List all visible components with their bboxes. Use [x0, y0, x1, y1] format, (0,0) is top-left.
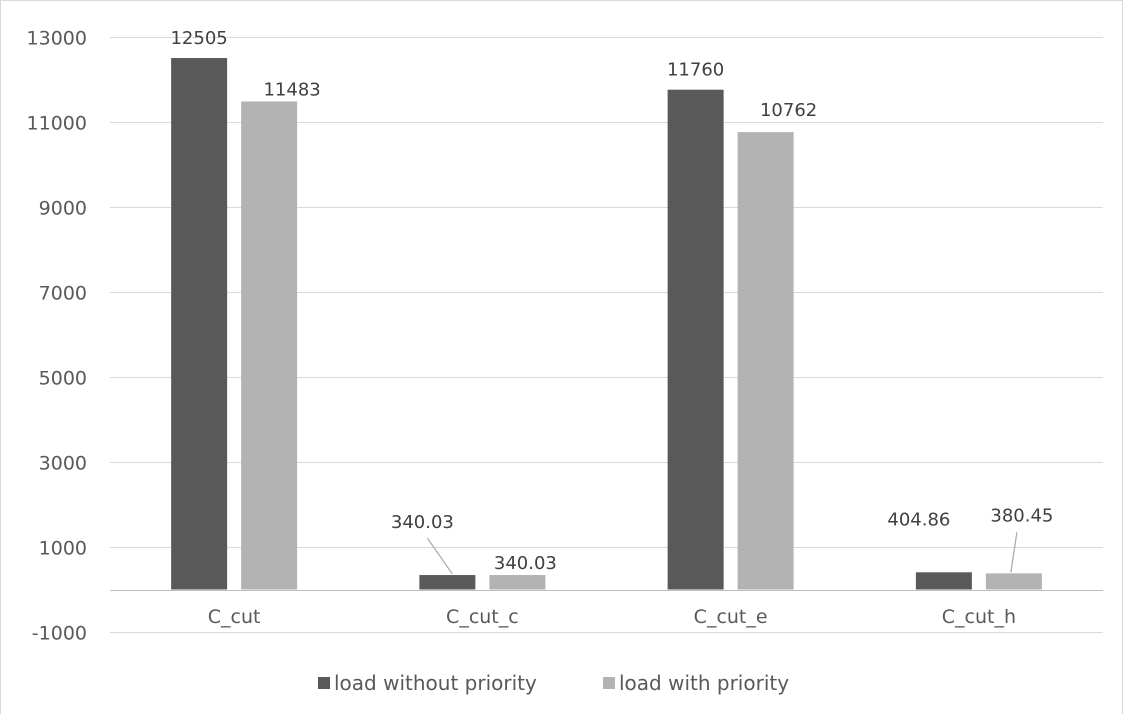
- y-tick-label: 1000: [39, 538, 87, 560]
- y-tick-label: 11000: [27, 113, 87, 135]
- data-label-leader-line: [1010, 532, 1018, 573]
- legend-swatch: [318, 677, 330, 689]
- y-tick-label: 5000: [39, 368, 87, 390]
- x-axis-categories: C_cut C_cut_c C_cut_e C_cut_h: [208, 606, 1016, 628]
- legend: load without priority load with priority: [318, 671, 789, 695]
- bar-c-cut-h-series-2: [985, 573, 1042, 590]
- data-label: 11760: [667, 60, 724, 81]
- data-labels: 12505 340.03 11760 404.86 11483 340.03 10762 38…: [170, 28, 1053, 575]
- data-label: 380.45: [990, 505, 1053, 526]
- y-tick-label: 7000: [39, 283, 87, 305]
- data-label: 10762: [760, 100, 817, 121]
- data-label: 12505: [170, 28, 227, 49]
- y-tick-label: 3000: [39, 453, 87, 475]
- category-label: C_cut: [208, 606, 261, 628]
- data-label: 11483: [263, 79, 320, 100]
- data-label: 340.03: [494, 553, 557, 574]
- y-tick-label: 13000: [27, 28, 87, 50]
- bar-c-cut-h-series-1: [915, 572, 972, 590]
- bar-c-cut-c-series-2: [489, 575, 546, 590]
- bar-c-cut-e-series-2: [737, 132, 794, 590]
- legend-swatch: [603, 677, 615, 689]
- bar-c-cut-e-series-1: [667, 89, 724, 590]
- data-label-leader-line: [426, 537, 453, 575]
- data-label: 340.03: [391, 512, 454, 533]
- bar-c-cut-c-series-1: [419, 575, 476, 590]
- y-tick-label: -1000: [32, 623, 87, 645]
- legend-label: load without priority: [334, 671, 537, 695]
- category-label: C_cut_h: [942, 606, 1016, 628]
- bar-c-cut-series-2: [241, 101, 298, 590]
- bar-c-cut-series-1: [171, 58, 228, 590]
- y-axis-ticks: -1000 1000 3000 5000 7000 9000 11000 13000: [27, 28, 87, 645]
- data-label: 404.86: [887, 509, 950, 530]
- category-label: C_cut_e: [694, 606, 768, 628]
- category-label: C_cut_c: [446, 606, 519, 628]
- legend-label: load with priority: [619, 671, 789, 695]
- bars: [171, 58, 1042, 590]
- y-tick-label: 9000: [39, 198, 87, 220]
